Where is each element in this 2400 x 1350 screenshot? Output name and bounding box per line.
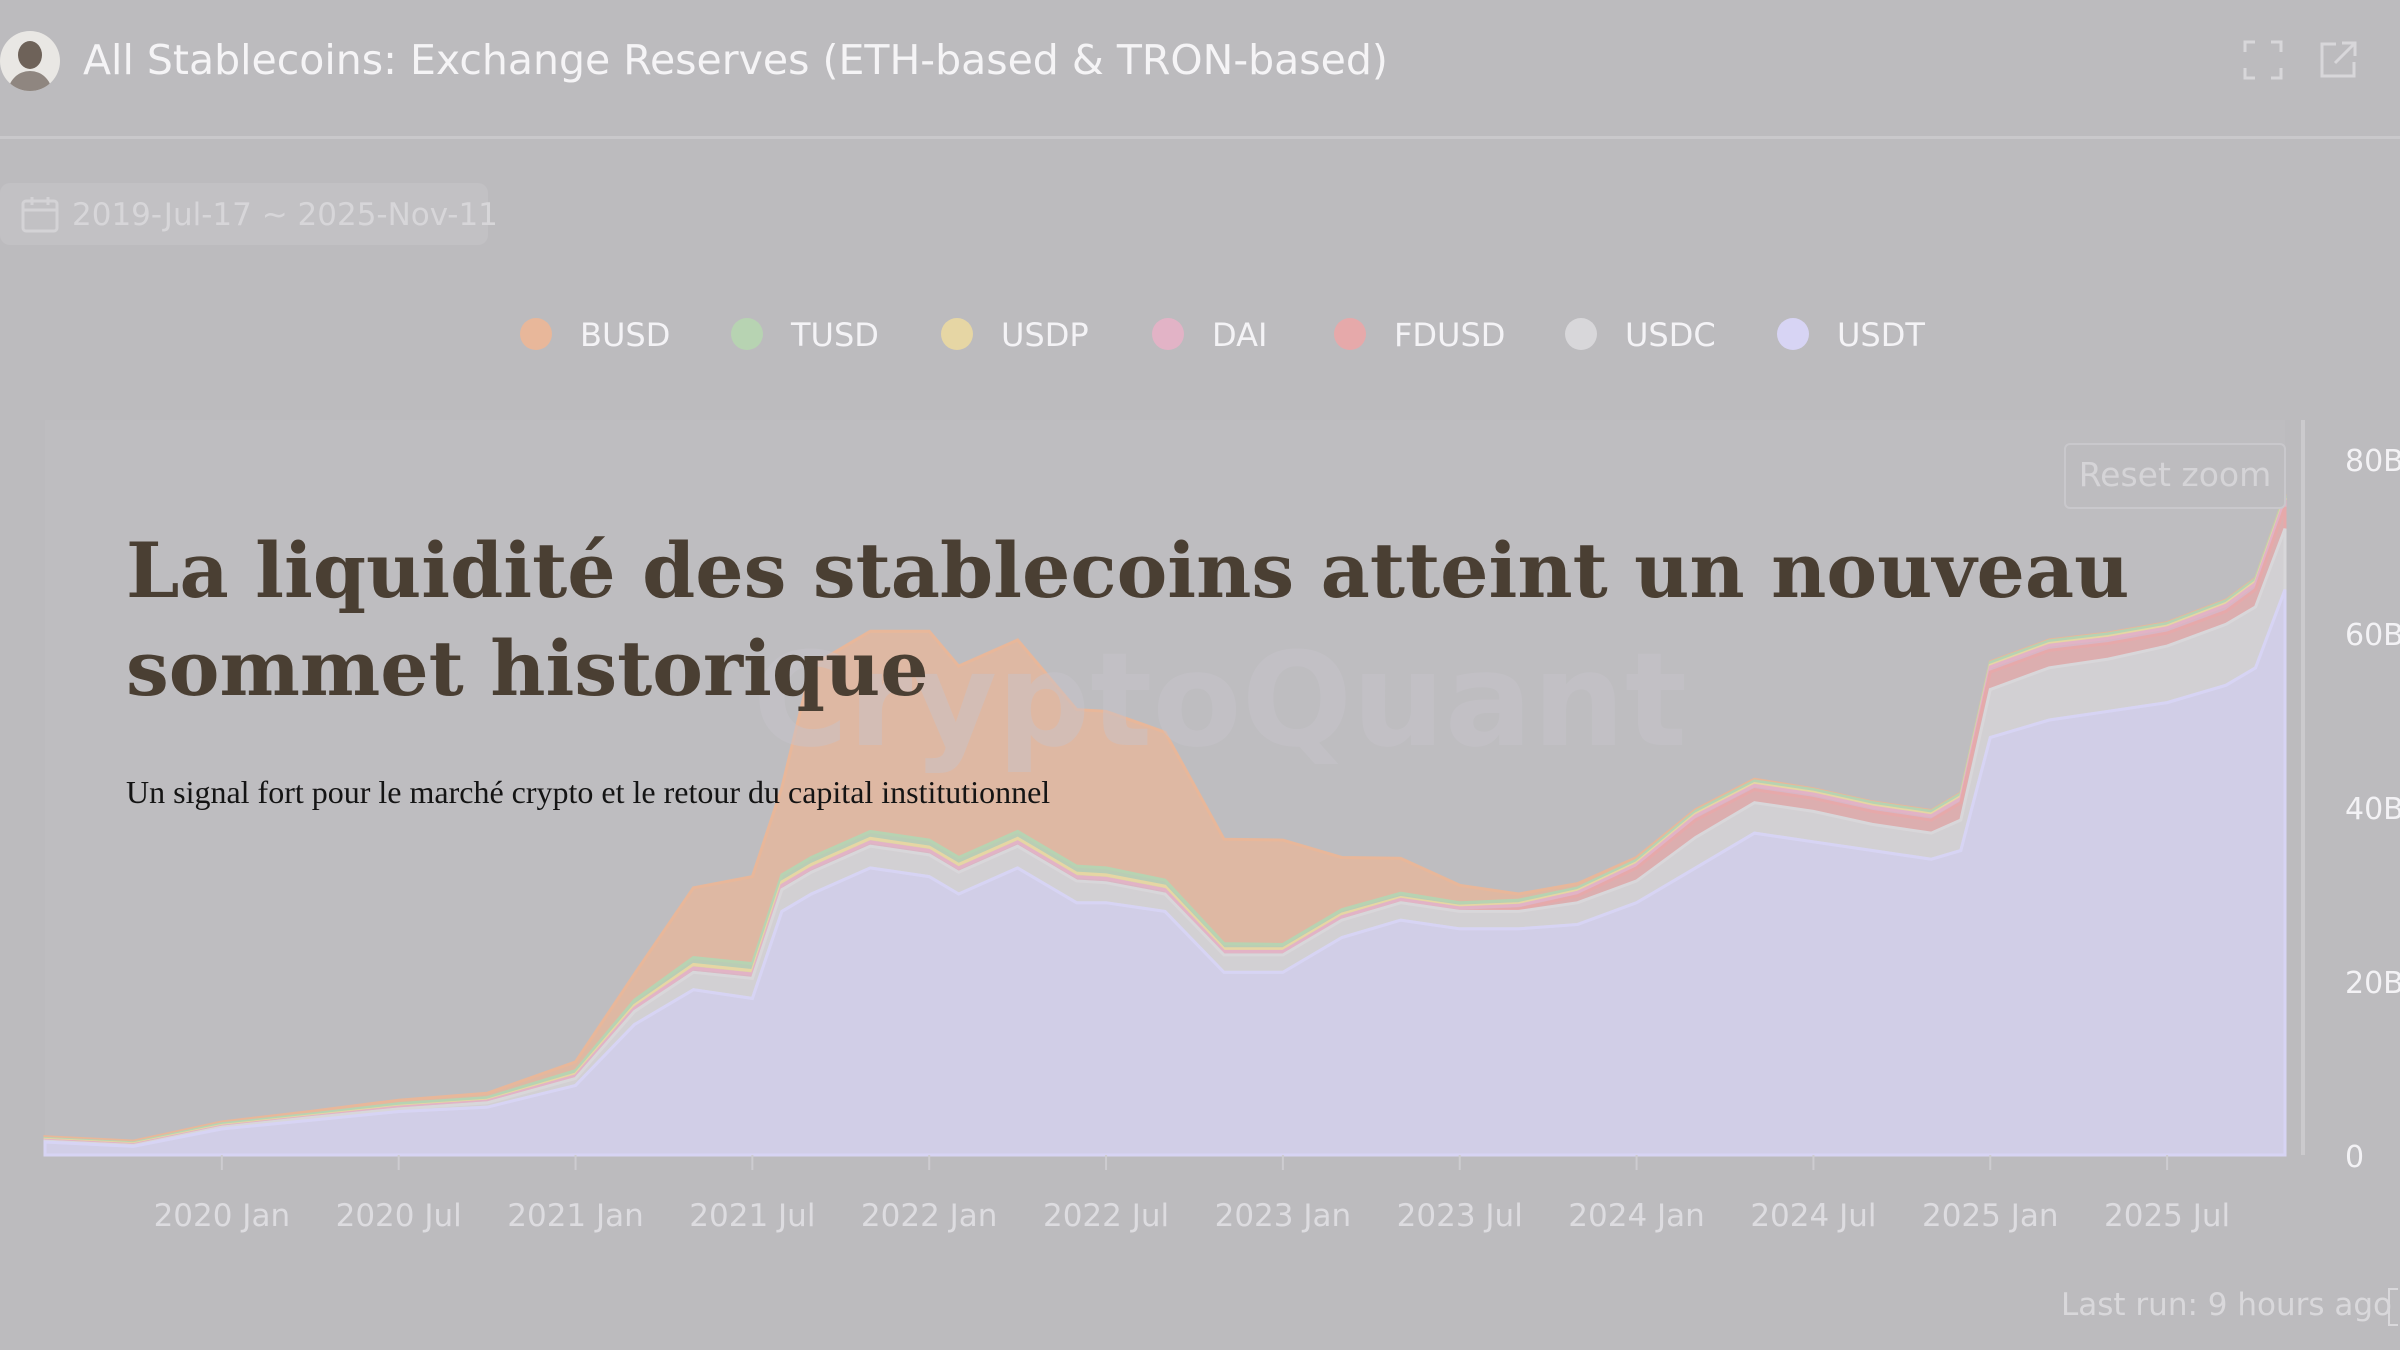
chart-legend: BUSD TUSD USDP DAI FDUSD USDC USDT [0, 310, 2400, 360]
y-tick-label: 20B [2345, 966, 2400, 1001]
legend-dot [1777, 318, 1809, 350]
overlay-headline: La liquidité des stablecoins atteint un … [126, 526, 2130, 713]
y-tick-label: 40B [2345, 792, 2400, 827]
y-tick-label: 60B [2345, 618, 2400, 653]
y-tick-label: 0 [2345, 1140, 2364, 1175]
external-link-icon[interactable] [2318, 40, 2358, 80]
last-run-label: Last run: 9 hours ago [2061, 1287, 2392, 1323]
fullscreen-icon[interactable] [2243, 40, 2283, 80]
x-tick-label: 2021 Jan [507, 1198, 644, 1234]
edge-mark [2388, 1288, 2398, 1326]
legend-dot [1565, 318, 1597, 350]
legend-label: DAI [1212, 316, 1268, 354]
chart-header: All Stablecoins: Exchange Reserves (ETH-… [0, 0, 2400, 139]
x-tick-label: 2024 Jul [1750, 1198, 1876, 1234]
chart-title: All Stablecoins: Exchange Reserves (ETH-… [83, 36, 1388, 84]
legend-label: USDC [1625, 316, 1716, 354]
y-tick-label: 80B [2345, 444, 2400, 479]
area-series-usdt[interactable] [43, 588, 2287, 1157]
legend-dot [1152, 318, 1184, 350]
x-tick-label: 2020 Jul [336, 1198, 462, 1234]
reset-zoom-button[interactable]: Reset zoom [2064, 443, 2286, 509]
legend-dot [941, 318, 973, 350]
x-tick-label: 2023 Jan [1215, 1198, 1352, 1234]
x-tick-label: 2022 Jul [1043, 1198, 1169, 1234]
legend-label: TUSD [791, 316, 879, 354]
legend-label: FDUSD [1394, 316, 1506, 354]
legend-dot [1334, 318, 1366, 350]
stacked-area-chart[interactable]: 0 20B 40B 60B 80B 2020 Jan 2020 Jul 2021 Jan 20… [0, 400, 2400, 1270]
x-tick-label: 2023 Jul [1397, 1198, 1523, 1234]
x-tick-label: 2022 Jan [861, 1198, 998, 1234]
legend-dot [520, 318, 552, 350]
legend-dot [731, 318, 763, 350]
x-tick-label: 2020 Jan [154, 1198, 291, 1234]
x-tick-label: 2021 Jul [689, 1198, 815, 1234]
legend-label: BUSD [580, 316, 671, 354]
avatar[interactable] [0, 31, 60, 91]
date-range-label: 2019-Jul-17 ~ 2025-Nov-11 [72, 197, 498, 233]
legend-label: USDT [1837, 316, 1925, 354]
date-range-picker[interactable]: 2019-Jul-17 ~ 2025-Nov-11 [0, 183, 498, 245]
calendar-icon [21, 197, 59, 233]
overlay-subheadline: Un signal fort pour le marché crypto et … [126, 774, 1051, 810]
x-tick-label: 2024 Jan [1568, 1198, 1705, 1234]
watermark: CryptoQuant [753, 624, 1687, 776]
x-tick-label: 2025 Jul [2104, 1198, 2230, 1234]
x-tick-label: 2025 Jan [1922, 1198, 2059, 1234]
legend-label: USDP [1001, 316, 1089, 354]
